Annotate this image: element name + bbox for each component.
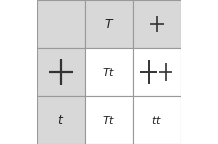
Text: $\mathit{T}$: $\mathit{T}$: [104, 18, 114, 31]
Text: $\mathit{t}$: $\mathit{t}$: [57, 113, 65, 126]
Bar: [133, 48, 181, 96]
Bar: [85, 96, 133, 144]
Bar: [133, 96, 181, 144]
Text: $\mathit{tt}$: $\mathit{tt}$: [152, 114, 163, 126]
Bar: [85, 48, 133, 96]
Bar: [133, 0, 181, 48]
Text: $\mathit{Tt}$: $\mathit{Tt}$: [102, 114, 116, 126]
Bar: [37, 0, 85, 48]
Bar: [85, 0, 133, 48]
Bar: [37, 96, 85, 144]
Bar: [37, 48, 85, 96]
Text: $\mathit{Tt}$: $\mathit{Tt}$: [102, 66, 116, 78]
